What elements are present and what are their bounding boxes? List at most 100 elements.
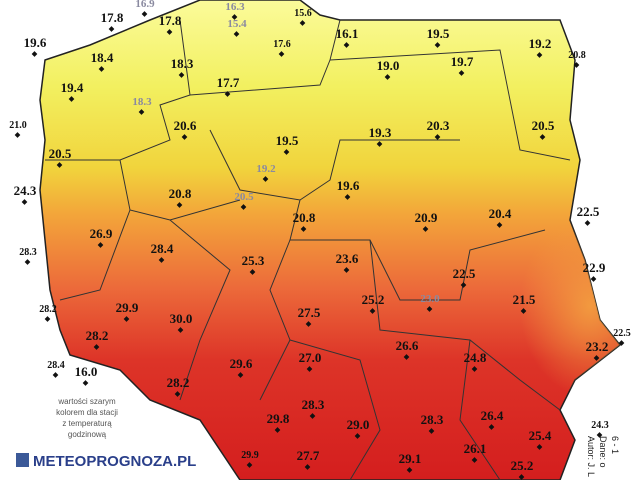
station-dot — [618, 340, 625, 346]
east-tint — [420, 150, 620, 410]
station-dot — [573, 62, 580, 68]
side-line: Autor: J. L — [586, 436, 596, 477]
station-value: 20.8 — [568, 50, 586, 61]
station-value: 17.7 — [217, 75, 240, 90]
station-dot — [343, 267, 350, 273]
note-line: wartości szarym — [57, 397, 116, 406]
station-dot — [354, 433, 361, 439]
station-dot — [344, 194, 351, 200]
station-value: 17.6 — [273, 39, 291, 50]
station-value: 20.5 — [532, 118, 555, 133]
station-value: 24.8 — [464, 350, 487, 365]
station-value: 19.4 — [61, 80, 84, 95]
station-value: 18.3 — [132, 96, 152, 108]
station-value: 28.4 — [47, 360, 65, 371]
station-dot — [138, 109, 145, 115]
station-value: 23.2 — [586, 339, 609, 354]
station-dot — [249, 269, 256, 275]
station-value: 26.1 — [464, 441, 487, 456]
station-value: 27.5 — [298, 305, 321, 320]
region-borders — [45, 19, 571, 480]
station-value: 20.5 — [49, 146, 72, 161]
station-dot — [496, 222, 503, 228]
station-dot — [224, 91, 231, 97]
station-dot — [97, 242, 104, 248]
station-value: 29.9 — [116, 300, 139, 315]
station-value: 21.5 — [513, 292, 536, 307]
station-value: 28.3 — [302, 397, 325, 412]
station-dot — [309, 413, 316, 419]
station-dot — [82, 380, 89, 386]
station-value: 22.5 — [577, 204, 600, 219]
station-value: 24.3 — [591, 420, 609, 431]
note-line: godzinową — [68, 430, 107, 439]
station-dot — [246, 462, 253, 468]
note: wartości szarym kolorem dla stacji z tem… — [56, 397, 118, 439]
station-dot — [596, 432, 603, 438]
station-value: 19.6 — [24, 35, 47, 50]
station-dot — [283, 149, 290, 155]
station-value: 29.8 — [267, 411, 290, 426]
station-value: 30.0 — [170, 311, 193, 326]
station-dot — [536, 444, 543, 450]
side-line: 6 - 1 — [610, 436, 620, 454]
station-dot — [406, 467, 413, 473]
station-value: 22.5 — [453, 266, 476, 281]
stations: 16.9 16.3 15.6 17.8 17.8 15.4 17.6 16.1 19.5 19.2… — [9, 0, 631, 480]
station-dot — [520, 308, 527, 314]
station-dot — [306, 366, 313, 372]
station-value: 19.5 — [276, 133, 299, 148]
station-value: 20.4 — [489, 206, 512, 221]
station-dot — [300, 226, 307, 232]
station-dot — [21, 199, 28, 205]
station-value: 19.0 — [377, 58, 400, 73]
station-dot — [44, 316, 51, 322]
station-dot — [518, 474, 525, 480]
station-dot — [584, 220, 591, 226]
station-value: 16.9 — [135, 0, 155, 10]
station-value: 25.4 — [529, 428, 552, 443]
station-value: 17.8 — [101, 10, 124, 25]
station-dot — [174, 391, 181, 397]
station-dot — [123, 316, 130, 322]
station-dot — [31, 51, 38, 57]
station-value: 29.9 — [241, 450, 259, 461]
station-value: 20.6 — [174, 118, 197, 133]
station-value: 19.5 — [427, 26, 450, 41]
station-value: 26.6 — [396, 338, 419, 353]
station-dot — [240, 204, 247, 210]
station-dot — [593, 355, 600, 361]
station-value: 19.3 — [369, 125, 392, 140]
station-value: 20.8 — [169, 186, 192, 201]
station-value: 23.6 — [336, 251, 359, 266]
station-dot — [426, 306, 433, 312]
station-value: 23.0 — [420, 293, 440, 305]
station-value: 22.9 — [583, 260, 606, 275]
station-dot — [93, 344, 100, 350]
station-value: 19.2 — [256, 163, 276, 175]
station-value: 18.3 — [171, 56, 194, 71]
station-dot — [471, 457, 478, 463]
station-dot — [299, 20, 306, 26]
station-value: 28.2 — [39, 304, 57, 315]
station-dot — [539, 134, 546, 140]
station-value: 16.1 — [336, 26, 359, 41]
station-dot — [176, 202, 183, 208]
station-value: 16.3 — [225, 1, 245, 13]
station-dot — [158, 257, 165, 263]
station-value: 27.7 — [297, 448, 320, 463]
station-value: 20.9 — [415, 210, 438, 225]
brand[interactable]: METEOPROGNOZA.PL — [33, 453, 196, 470]
station-dot — [178, 72, 185, 78]
station-value: 20.5 — [234, 191, 254, 203]
facebook-icon[interactable] — [16, 453, 29, 467]
station-value: 28.3 — [421, 412, 444, 427]
station-value: 19.6 — [337, 178, 360, 193]
station-value: 22.5 — [613, 328, 631, 339]
station-value: 20.8 — [293, 210, 316, 225]
station-value: 19.7 — [451, 54, 474, 69]
side-text: Autor: J. L Dane: o 6 - 1 — [586, 436, 620, 477]
station-dot — [141, 11, 148, 17]
station-dot — [422, 226, 429, 232]
station-dot — [460, 282, 467, 288]
